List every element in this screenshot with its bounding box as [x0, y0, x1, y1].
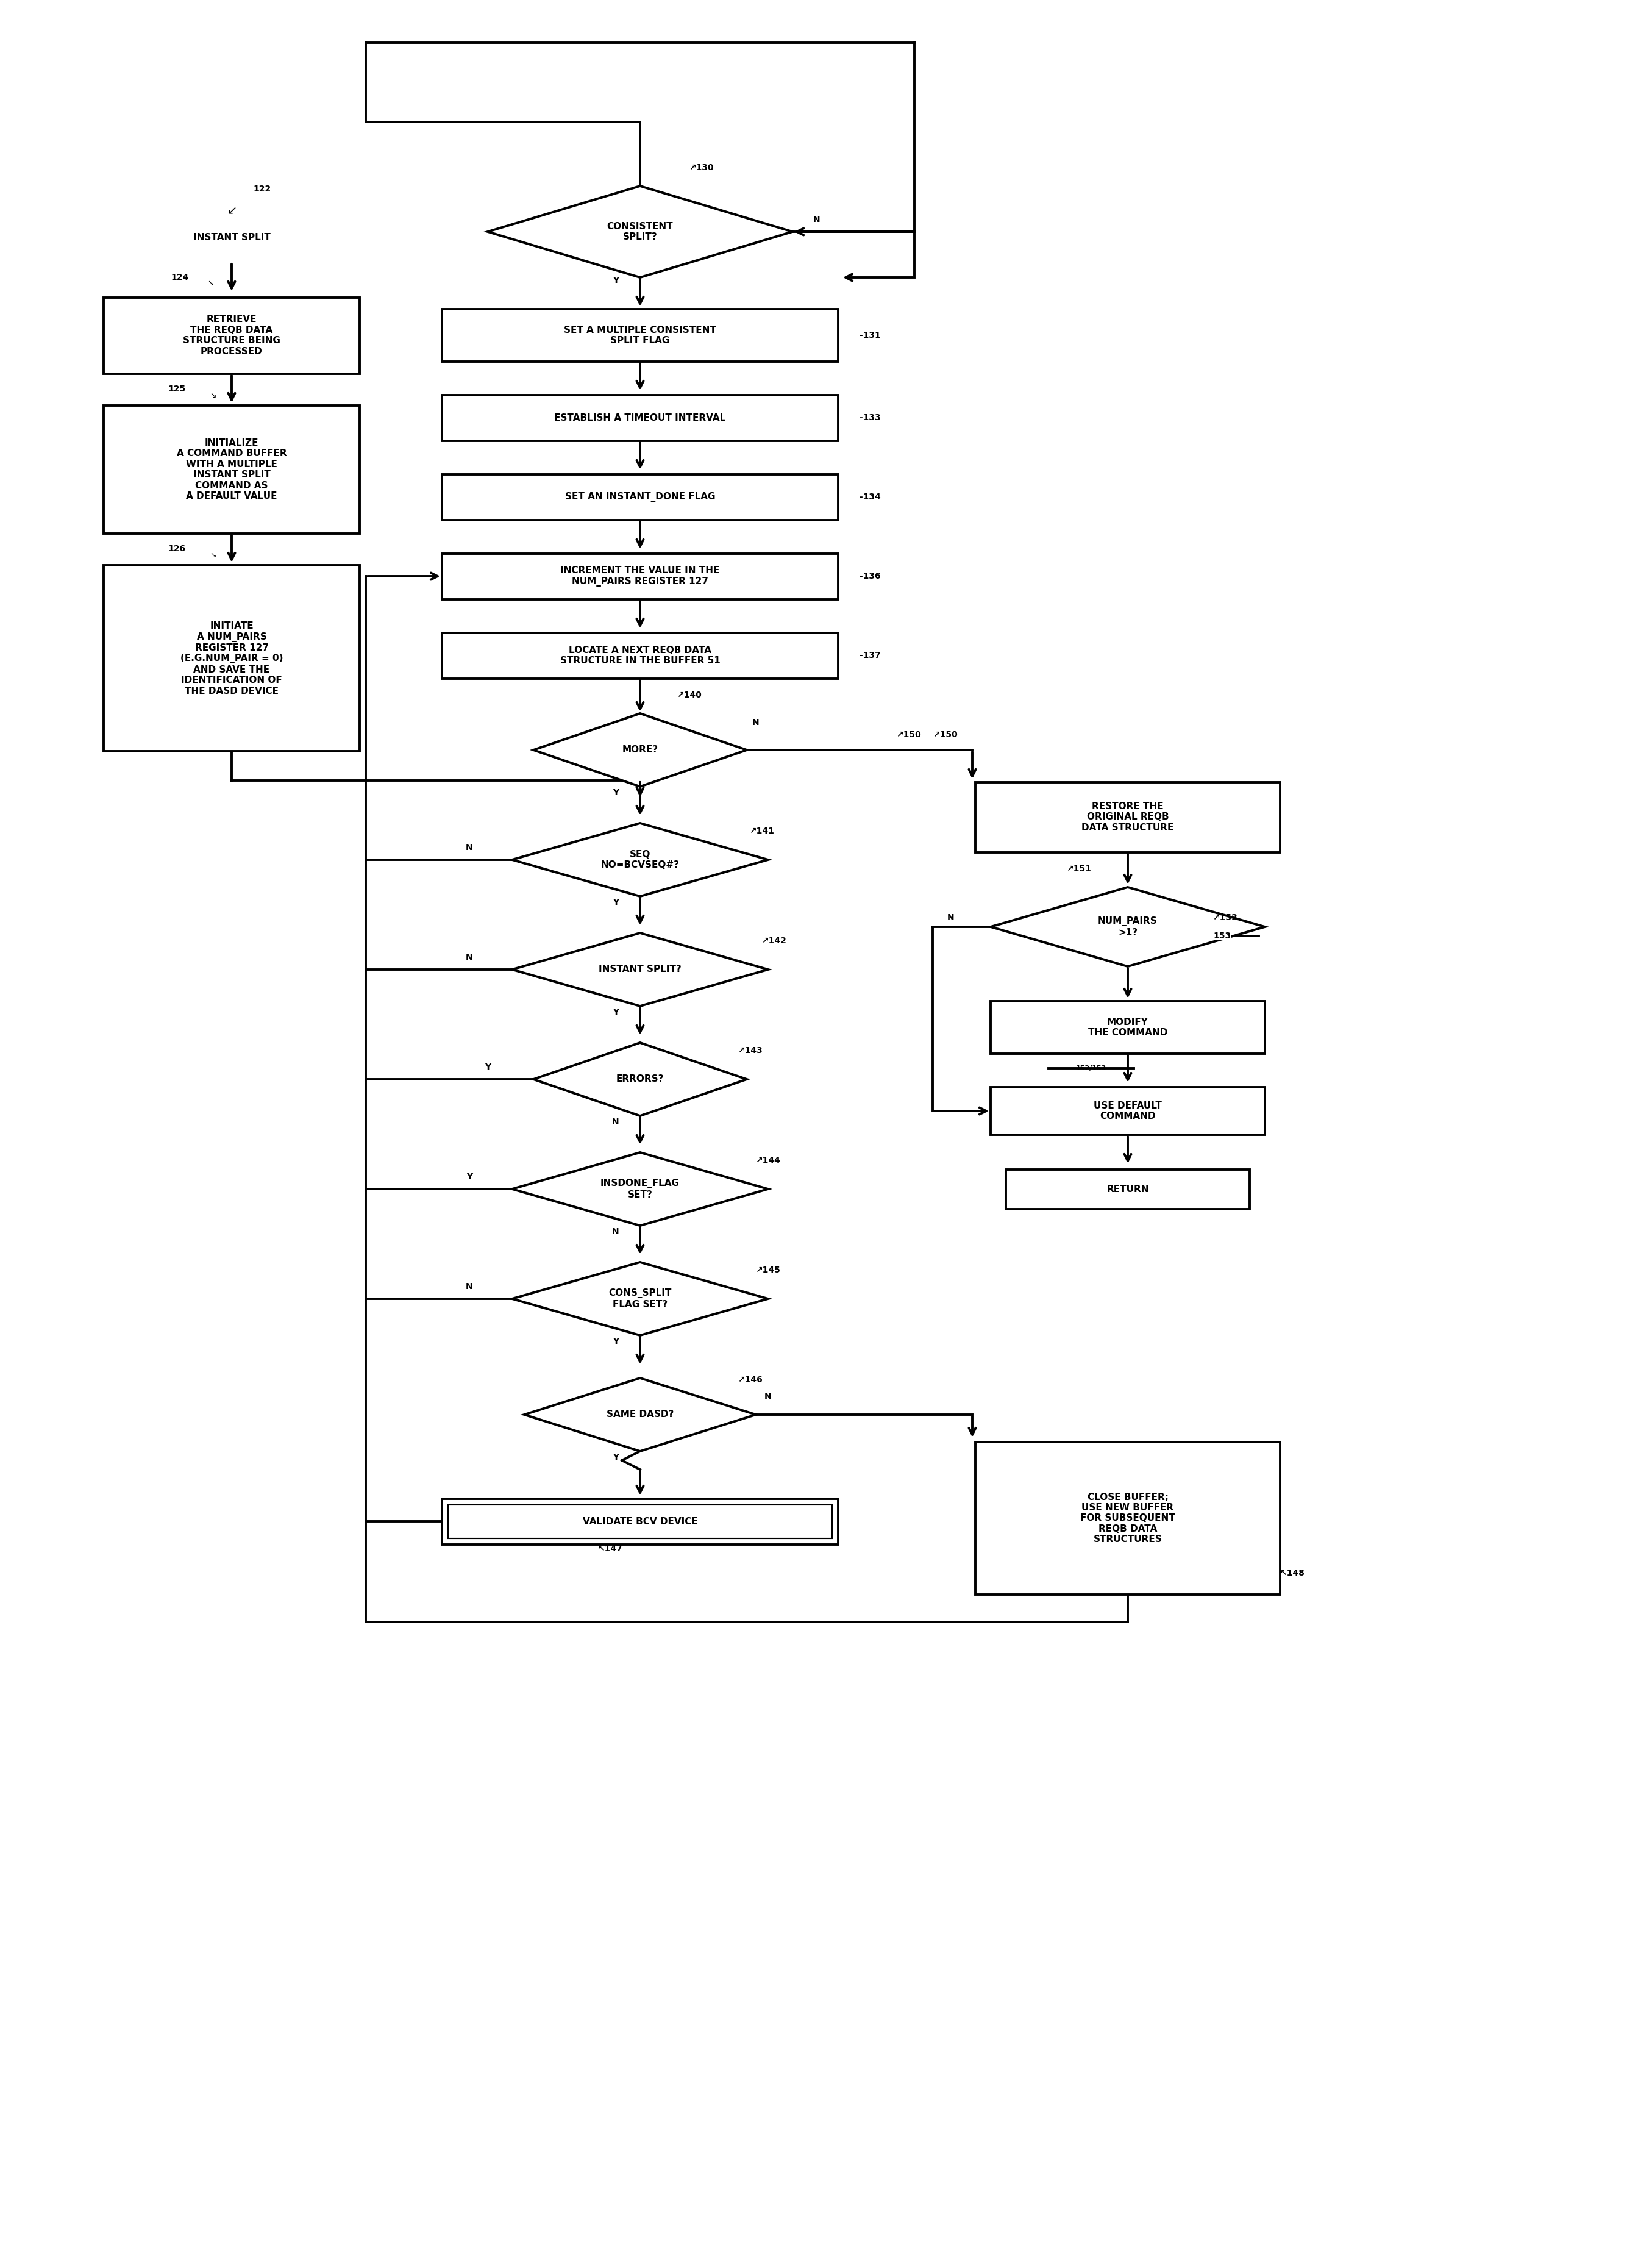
Bar: [975, 1442, 1280, 1595]
Polygon shape: [512, 934, 768, 1006]
Text: -133: -133: [856, 414, 881, 423]
Text: MORE?: MORE?: [623, 745, 657, 754]
Text: N: N: [466, 954, 472, 961]
Bar: [443, 310, 838, 362]
Polygon shape: [991, 887, 1265, 968]
Text: SET A MULTIPLE CONSISTENT
SPLIT FLAG: SET A MULTIPLE CONSISTENT SPLIT FLAG: [563, 326, 717, 344]
Text: SEQ
NO=BCVSEQ#?: SEQ NO=BCVSEQ#?: [601, 850, 679, 871]
Text: N: N: [765, 1393, 771, 1400]
Text: ↘: ↘: [210, 551, 216, 558]
Bar: [104, 297, 360, 374]
Text: 153: 153: [1213, 931, 1231, 940]
Text: N: N: [813, 216, 821, 223]
Text: N: N: [466, 844, 472, 853]
Text: 122: 122: [253, 185, 271, 194]
Text: SAME DASD?: SAME DASD?: [606, 1411, 674, 1420]
Bar: [443, 632, 838, 677]
Text: Y: Y: [613, 1336, 620, 1346]
Text: N: N: [466, 1282, 472, 1292]
Text: Y: Y: [484, 1062, 491, 1071]
Bar: [991, 1001, 1265, 1053]
Text: Y: Y: [613, 788, 620, 796]
Polygon shape: [512, 824, 768, 896]
Bar: [443, 554, 838, 598]
Text: CONS_SPLIT
FLAG SET?: CONS_SPLIT FLAG SET?: [608, 1289, 672, 1310]
Text: RETURN: RETURN: [1107, 1184, 1148, 1192]
Text: ↗151: ↗151: [1067, 864, 1092, 873]
Bar: [991, 1087, 1265, 1134]
Text: ↖147: ↖147: [596, 1544, 623, 1552]
Text: ↗143: ↗143: [737, 1046, 762, 1055]
Text: Y: Y: [613, 1454, 620, 1463]
Text: ↘: ↘: [206, 279, 213, 288]
Polygon shape: [524, 1377, 757, 1451]
Text: ↗145: ↗145: [755, 1267, 780, 1274]
Text: ↗146: ↗146: [737, 1375, 762, 1384]
Text: Y: Y: [466, 1172, 472, 1181]
Bar: [1006, 1170, 1249, 1208]
Text: INSTANT SPLIT?: INSTANT SPLIT?: [598, 965, 681, 974]
Bar: [443, 1498, 838, 1544]
Text: Y: Y: [613, 898, 620, 907]
Text: INSTANT SPLIT: INSTANT SPLIT: [193, 234, 271, 243]
Bar: [104, 405, 360, 533]
Text: RESTORE THE
ORIGINAL REQB
DATA STRUCTURE: RESTORE THE ORIGINAL REQB DATA STRUCTURE: [1082, 801, 1175, 832]
Polygon shape: [487, 187, 793, 277]
Text: Y: Y: [613, 1008, 620, 1017]
Text: INSDONE_FLAG
SET?: INSDONE_FLAG SET?: [600, 1179, 679, 1199]
Text: ↗150: ↗150: [895, 731, 920, 738]
Text: -131: -131: [856, 331, 881, 340]
Text: -137: -137: [856, 650, 881, 659]
Text: N: N: [613, 1229, 620, 1235]
Text: CLOSE BUFFER;
USE NEW BUFFER
FOR SUBSEQUENT
REQB DATA
STRUCTURES: CLOSE BUFFER; USE NEW BUFFER FOR SUBSEQU…: [1080, 1492, 1175, 1544]
Polygon shape: [534, 1042, 747, 1116]
Bar: [443, 475, 838, 520]
Text: -136: -136: [856, 572, 881, 580]
Text: RETRIEVE
THE REQB DATA
STRUCTURE BEING
PROCESSED: RETRIEVE THE REQB DATA STRUCTURE BEING P…: [183, 315, 281, 356]
Text: NUM_PAIRS
>1?: NUM_PAIRS >1?: [1099, 916, 1158, 936]
Bar: [104, 565, 360, 752]
Text: ↗130: ↗130: [689, 164, 714, 171]
Text: USE DEFAULT
COMMAND: USE DEFAULT COMMAND: [1094, 1100, 1161, 1120]
Text: 152/153: 152/153: [1075, 1064, 1107, 1071]
Polygon shape: [512, 1262, 768, 1334]
Bar: [975, 783, 1280, 853]
Text: ↖148: ↖148: [1280, 1568, 1305, 1577]
Text: N: N: [948, 914, 955, 922]
Text: ↗144: ↗144: [755, 1156, 780, 1166]
Text: ERRORS?: ERRORS?: [616, 1076, 664, 1084]
Text: ↗150: ↗150: [932, 731, 957, 738]
Text: ↙: ↙: [226, 205, 236, 216]
Text: ESTABLISH A TIMEOUT INTERVAL: ESTABLISH A TIMEOUT INTERVAL: [555, 414, 725, 423]
Text: 126: 126: [169, 544, 185, 554]
Bar: [443, 394, 838, 441]
Text: CONSISTENT
SPLIT?: CONSISTENT SPLIT?: [606, 223, 672, 241]
Text: Y: Y: [613, 277, 620, 286]
Text: VALIDATE BCV DEVICE: VALIDATE BCV DEVICE: [583, 1516, 697, 1526]
Text: N: N: [613, 1118, 620, 1127]
Polygon shape: [512, 1152, 768, 1226]
Text: N: N: [752, 718, 760, 727]
Text: ↗152: ↗152: [1213, 914, 1237, 922]
Text: -134: -134: [856, 493, 881, 502]
Polygon shape: [534, 713, 747, 788]
Text: MODIFY
THE COMMAND: MODIFY THE COMMAND: [1089, 1017, 1168, 1037]
Text: 124: 124: [170, 272, 188, 281]
Bar: [448, 1505, 833, 1539]
Text: LOCATE A NEXT REQB DATA
STRUCTURE IN THE BUFFER 51: LOCATE A NEXT REQB DATA STRUCTURE IN THE…: [560, 646, 720, 666]
Text: 125: 125: [169, 385, 185, 394]
Text: ↗142: ↗142: [762, 936, 786, 945]
Text: ↗141: ↗141: [750, 826, 775, 835]
Text: SET AN INSTANT_DONE FLAG: SET AN INSTANT_DONE FLAG: [565, 493, 715, 502]
Text: INITIATE
A NUM_PAIRS
REGISTER 127
(E.G.NUM_PAIR = 0)
AND SAVE THE
IDENTIFICATION: INITIATE A NUM_PAIRS REGISTER 127 (E.G.N…: [180, 621, 282, 695]
Text: INITIALIZE
A COMMAND BUFFER
WITH A MULTIPLE
INSTANT SPLIT
COMMAND AS
A DEFAULT V: INITIALIZE A COMMAND BUFFER WITH A MULTI…: [177, 439, 287, 500]
Text: INCREMENT THE VALUE IN THE
NUM_PAIRS REGISTER 127: INCREMENT THE VALUE IN THE NUM_PAIRS REG…: [560, 567, 720, 587]
Text: ↗140: ↗140: [676, 691, 700, 700]
Text: ↘: ↘: [210, 391, 216, 398]
